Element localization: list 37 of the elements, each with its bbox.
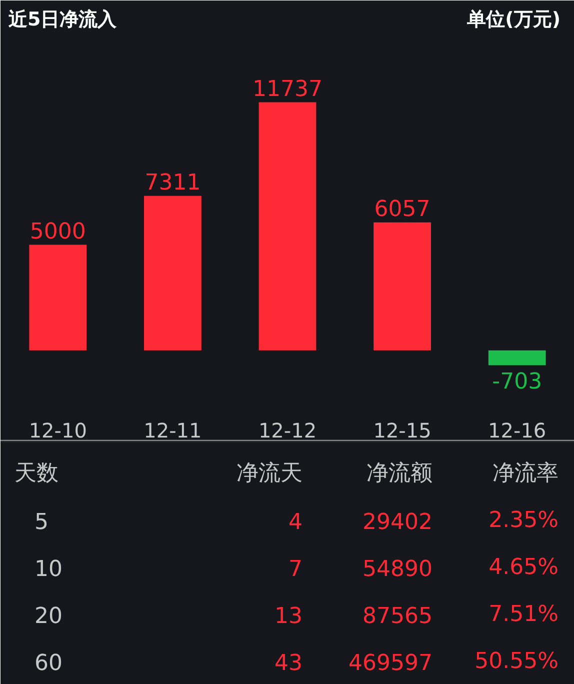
data-label: 6057 — [374, 197, 430, 222]
text: 净流额 — [366, 461, 432, 486]
bar — [488, 350, 546, 366]
text: 54890 — [362, 557, 433, 582]
text: 50.55% — [474, 649, 559, 674]
text: 5 — [34, 510, 48, 535]
text: 7 — [288, 557, 303, 582]
text: 469597 — [348, 651, 432, 676]
text: 净流率 — [492, 461, 558, 486]
bar — [258, 102, 316, 350]
bar — [29, 244, 87, 350]
data-label: 7311 — [144, 170, 201, 196]
chart-title: 近5日净流入 — [8, 8, 118, 30]
data-label: 5000 — [30, 219, 86, 244]
x-tick-label: 12-15 — [373, 418, 432, 442]
data-label: -703 — [492, 369, 542, 394]
text: 2.35% — [488, 508, 558, 533]
x-tick-label: 12-10 — [28, 418, 87, 442]
bar — [144, 196, 202, 350]
text: 87565 — [362, 604, 433, 629]
text: 天数 — [14, 461, 58, 486]
text: 13 — [274, 604, 303, 629]
text: 净流天 — [236, 461, 302, 486]
text: 4.65% — [488, 555, 558, 580]
text: 7.51% — [488, 602, 558, 627]
text: 4 — [288, 510, 303, 535]
bar — [374, 222, 431, 350]
x-tick-label: 12-11 — [144, 418, 202, 442]
text: 10 — [34, 557, 62, 582]
text: 29402 — [362, 510, 433, 535]
chart-subtitle: 单位(万元) — [466, 8, 561, 30]
text: 43 — [274, 651, 303, 676]
text: 60 — [34, 651, 62, 676]
x-tick-label: 12-12 — [258, 418, 317, 442]
x-tick-label: 12-16 — [488, 418, 546, 442]
data-label: 11737 — [252, 77, 323, 102]
text: 20 — [34, 604, 62, 629]
